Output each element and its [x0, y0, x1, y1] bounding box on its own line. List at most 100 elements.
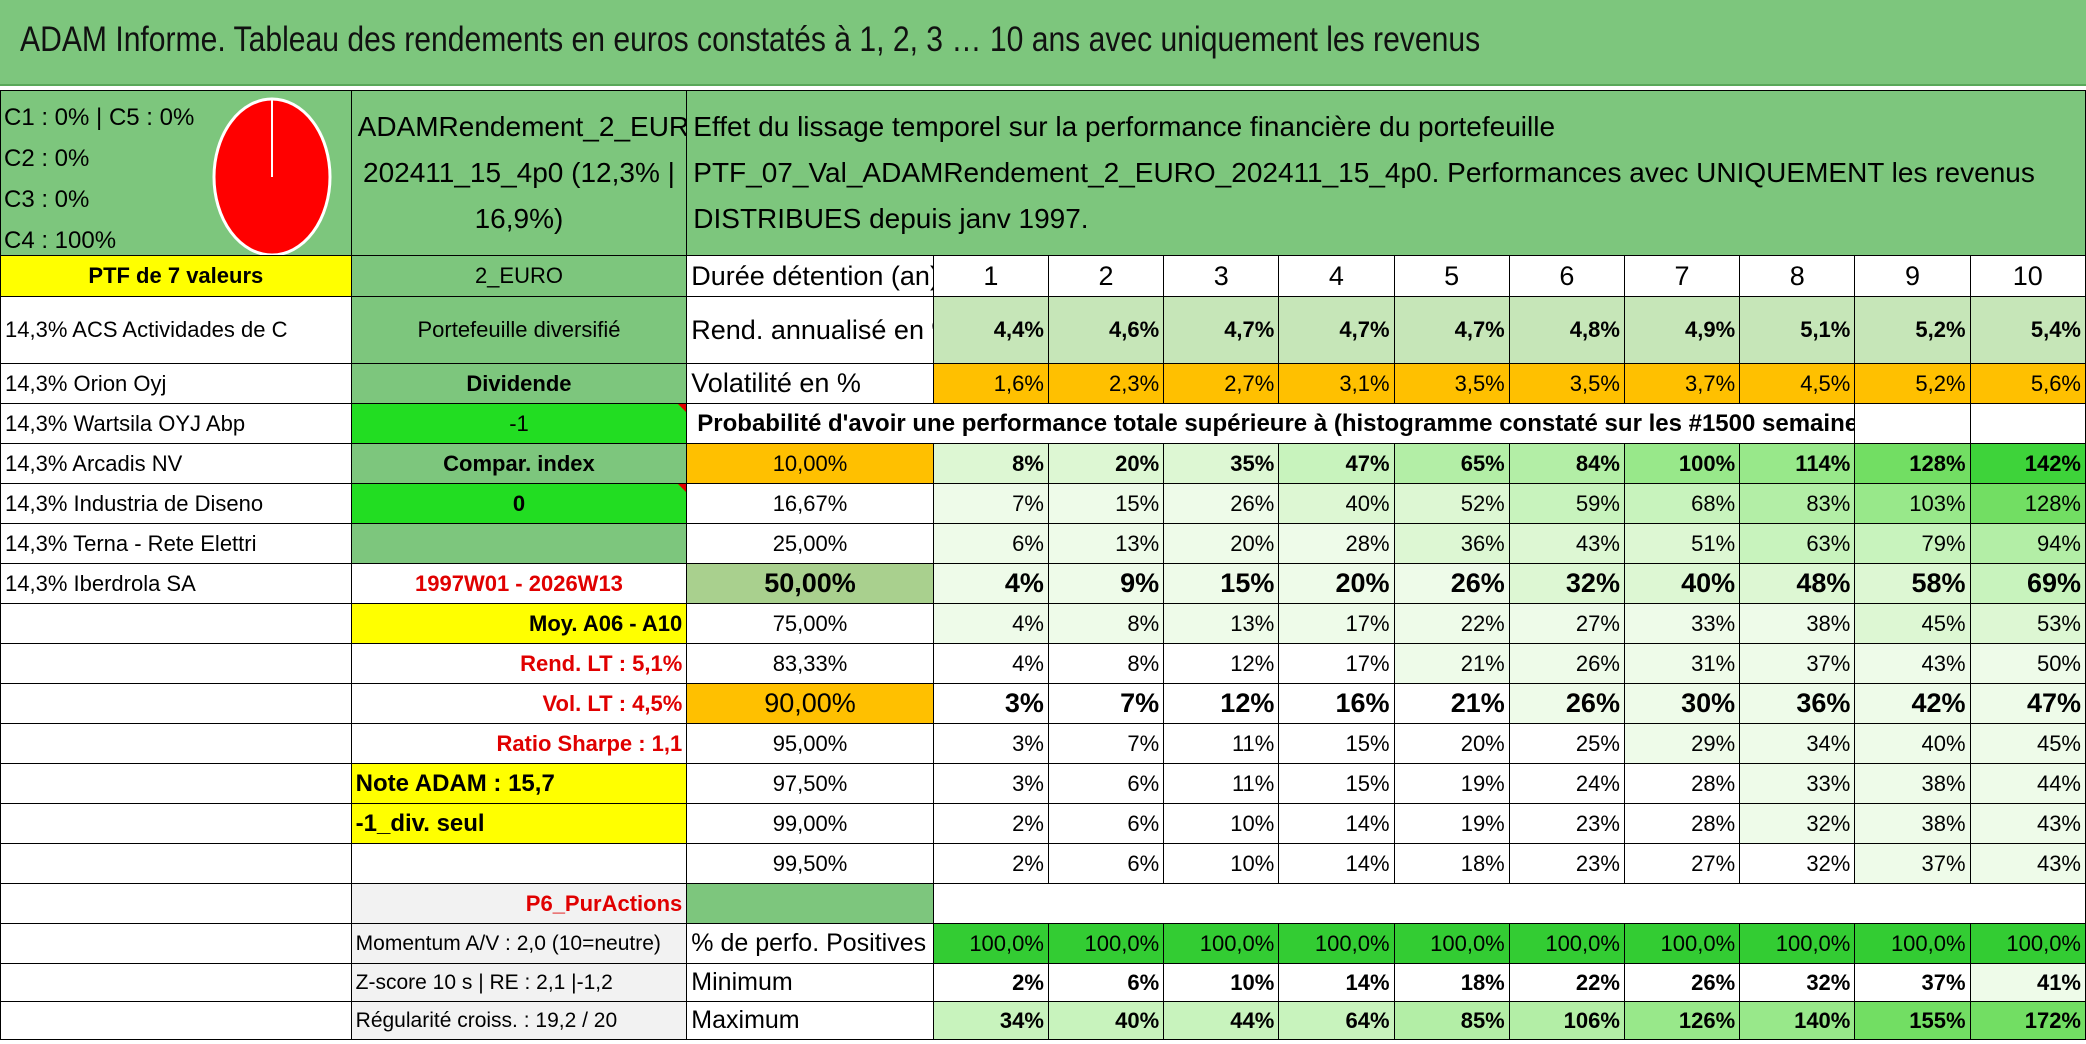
year-header: 5 [1393, 255, 1510, 297]
rend-value: 4,9% [1623, 296, 1741, 364]
empty-holding-cell [0, 923, 352, 964]
prob-value: 40% [1623, 563, 1741, 604]
legend-c4: C4 : 100% [4, 227, 117, 254]
holding-row: 14,3% ACS Actividades de C [0, 296, 352, 364]
rend-label: Rend. annualisé en % [686, 296, 934, 364]
legend-c2: C2 : 0% [4, 145, 90, 172]
prob-value: 59% [1508, 483, 1625, 524]
empty-green-cell [350, 523, 688, 564]
prob-threshold: 10,00% [686, 443, 934, 484]
prob-value: 15% [1047, 483, 1165, 524]
prob-value: 47% [1969, 683, 2086, 724]
prob-value: 28% [1623, 763, 1741, 804]
title-banner: ADAM Informe. Tableau des rendements en … [0, 0, 2086, 86]
year-header: 4 [1278, 255, 1395, 297]
prob-value: 28% [1278, 523, 1395, 564]
vol-value: 3,5% [1393, 363, 1510, 404]
prob-value: 103% [1854, 483, 1971, 524]
prob-value: 23% [1508, 803, 1625, 844]
rend-value: 4,7% [1278, 296, 1395, 364]
note-adam: Note ADAM : 15,7 [350, 763, 688, 804]
prob-value: 17% [1278, 603, 1395, 644]
prob-threshold: 25,00% [686, 523, 934, 564]
prob-value: 28% [1623, 803, 1741, 844]
prob-value: 26% [1163, 483, 1280, 524]
empty-holding-cell [0, 963, 352, 1002]
probability-title: Probabilité d'avoir une performance tota… [686, 403, 1856, 444]
prob-value: 15% [1278, 723, 1395, 764]
rend-value: 5,1% [1739, 296, 1856, 364]
prob-value: 30% [1623, 683, 1741, 724]
prob-value: 51% [1623, 523, 1741, 564]
prob-value: 24% [1508, 763, 1625, 804]
rend-value: 4,6% [1047, 296, 1165, 364]
prob-value: 38% [1739, 603, 1856, 644]
min-value: 26% [1623, 963, 1741, 1002]
ptf-count: PTF de 7 valeurs [0, 255, 352, 297]
moy-label: Moy. A06 - A10 [350, 603, 688, 644]
holding-row: 14,3% Wartsila OYJ Abp [0, 403, 352, 444]
min-value: 22% [1508, 963, 1625, 1002]
year-header: 3 [1163, 255, 1280, 297]
vol-label: Volatilité en % [686, 363, 934, 404]
prob-value: 2% [932, 843, 1049, 884]
prob-value: 45% [1854, 603, 1971, 644]
prob-value: 37% [1739, 643, 1856, 684]
max-value: 140% [1739, 1001, 1856, 1040]
prob-value: 79% [1854, 523, 1971, 564]
param-cell-1[interactable]: -1 [350, 403, 688, 444]
prob-value: 9% [1047, 563, 1165, 604]
blank-band [932, 883, 2086, 924]
prob-value: 35% [1163, 443, 1280, 484]
min-value: 37% [1854, 963, 1971, 1002]
rend-lt: Rend. LT : 5,1% [350, 643, 688, 684]
max-value: 172% [1969, 1001, 2086, 1040]
prob-value: 12% [1163, 683, 1280, 724]
pos-value: 100,0% [1393, 923, 1510, 964]
vol-value: 3,7% [1623, 363, 1741, 404]
portfolio-name: ADAMRendement_2_EURO_ 202411_15_4p0 (12,… [350, 90, 688, 256]
prob-value: 32% [1739, 803, 1856, 844]
empty-holding-cell [0, 683, 352, 724]
empty-holding-cell [0, 1001, 352, 1040]
prob-value: 14% [1278, 803, 1395, 844]
prob-value: 34% [1739, 723, 1856, 764]
duration-label: Durée détention (an) [686, 255, 934, 297]
allocation-legend-cell: C1 : 0% | C5 : 0% C2 : 0% C3 : 0% C4 : 1… [0, 90, 352, 256]
prob-value: 128% [1969, 483, 2086, 524]
vol-value: 4,5% [1739, 363, 1856, 404]
vol-value: 2,7% [1163, 363, 1280, 404]
ratio-sharpe: Ratio Sharpe : 1,1 [350, 723, 688, 764]
prob-threshold: 75,00% [686, 603, 934, 644]
portfolio-description: Effet du lissage temporel sur la perform… [686, 90, 2086, 256]
rend-value: 4,8% [1508, 296, 1625, 364]
prob-threshold-median: 50,00% [686, 563, 934, 604]
min-value: 41% [1969, 963, 2086, 1002]
year-header: 10 [1969, 255, 2086, 297]
compar-index: Compar. index [350, 443, 688, 484]
prob-value: 43% [1508, 523, 1625, 564]
momentum: Momentum A/V : 2,0 (10=neutre) [350, 923, 688, 964]
prob-value: 27% [1623, 843, 1741, 884]
holding-row: 14,3% Iberdrola SA [0, 563, 352, 604]
prob-value: 32% [1739, 843, 1856, 884]
pos-value: 100,0% [1278, 923, 1395, 964]
prob-threshold: 83,33% [686, 643, 934, 684]
prob-value: 23% [1508, 843, 1625, 884]
prob-value: 36% [1739, 683, 1856, 724]
param-cell-2[interactable]: 0 [350, 483, 688, 524]
max-value: 106% [1508, 1001, 1625, 1040]
prob-value: 43% [1969, 843, 2086, 884]
legend-c1-c5: C1 : 0% | C5 : 0% [4, 104, 195, 131]
prob-value: 44% [1969, 763, 2086, 804]
prob-threshold: 97,50% [686, 763, 934, 804]
prob-value: 40% [1278, 483, 1395, 524]
prob-value: 6% [1047, 803, 1165, 844]
holding-row: 14,3% Terna - Rete Elettri [0, 523, 352, 564]
empty-holding-cell [0, 763, 352, 804]
div-seul: -1_div. seul [350, 803, 688, 844]
prob-value: 69% [1969, 563, 2086, 604]
empty-holding-cell [0, 643, 352, 684]
year-header: 2 [1047, 255, 1165, 297]
max-value: 85% [1393, 1001, 1510, 1040]
